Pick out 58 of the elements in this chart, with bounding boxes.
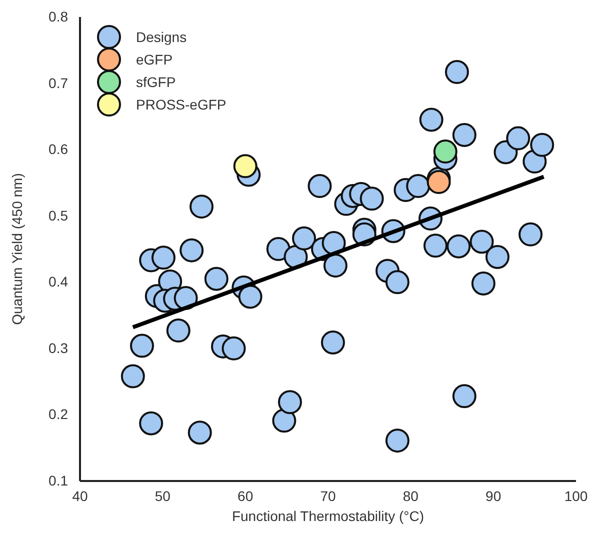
point — [120, 364, 145, 388]
y-tick-label: 0.5 — [48, 207, 68, 224]
x-tick-label: 40 — [72, 488, 88, 504]
point — [518, 222, 543, 246]
point — [190, 194, 214, 219]
point — [278, 390, 302, 414]
point — [222, 336, 246, 360]
x-tick-label: 100 — [564, 488, 588, 504]
point — [385, 270, 410, 294]
point — [266, 237, 290, 261]
point — [419, 108, 444, 132]
y-tick-label: 0.4 — [48, 274, 68, 290]
point — [485, 244, 510, 269]
point — [323, 254, 348, 278]
x-axis-title: Functional Thermostability (°C) — [232, 508, 424, 524]
y-tick-label: 0.2 — [48, 406, 68, 422]
point — [406, 174, 430, 198]
point — [423, 234, 448, 258]
point — [272, 408, 296, 433]
legend-label: sfGFP — [136, 74, 176, 90]
point — [320, 330, 345, 354]
y-axis-title: Quantum Yield (450 nm) — [9, 173, 25, 325]
point — [385, 428, 410, 453]
point — [292, 226, 316, 250]
point — [139, 411, 164, 436]
point — [452, 123, 476, 147]
x-tick-label: 80 — [402, 488, 419, 504]
point — [506, 126, 530, 150]
x-tick-label: 50 — [154, 488, 171, 504]
point — [452, 384, 476, 408]
point — [322, 231, 346, 256]
x-tick-label: 60 — [238, 488, 254, 504]
point — [180, 238, 204, 262]
x-tick-label: 70 — [320, 488, 336, 504]
point — [444, 60, 469, 84]
point — [233, 154, 258, 178]
y-tick-label: 0.8 — [48, 8, 68, 24]
legend-label: Designs — [136, 28, 187, 45]
point — [446, 234, 471, 258]
point — [151, 246, 176, 270]
y-tick-label: 0.3 — [48, 340, 68, 356]
point — [166, 318, 190, 343]
point — [188, 420, 212, 445]
point — [238, 284, 262, 309]
point — [360, 186, 384, 211]
point — [433, 140, 458, 164]
point — [530, 132, 554, 157]
legend-label: eGFP — [136, 51, 173, 68]
point — [471, 271, 496, 296]
x-tick-label: 90 — [486, 488, 502, 504]
point — [204, 266, 228, 291]
y-tick-label: 0.6 — [48, 141, 68, 158]
y-tick-label: 0.1 — [48, 472, 68, 488]
point — [130, 334, 154, 358]
point — [308, 174, 332, 198]
y-tick-label: 0.7 — [48, 74, 68, 91]
point — [470, 230, 494, 254]
legend-label: PROSS-eGFP — [136, 96, 226, 112]
